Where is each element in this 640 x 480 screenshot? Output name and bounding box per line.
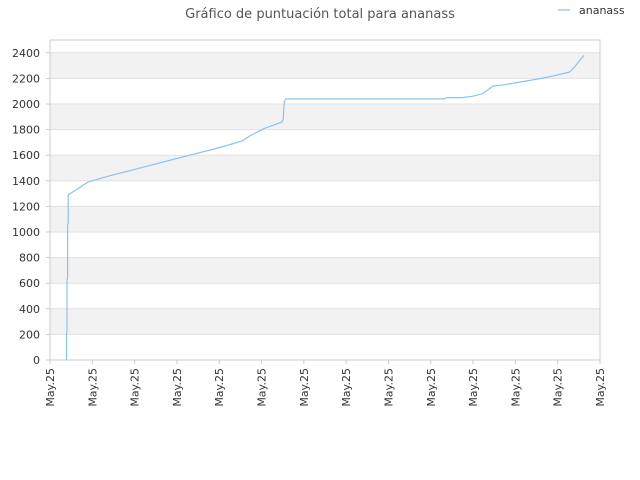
y-tick-label: 1200: [12, 200, 40, 213]
x-tick-label: May.25: [340, 368, 353, 407]
legend-label-ananass: ananass: [579, 4, 625, 17]
x-tick-label: May.25: [298, 368, 311, 407]
x-tick-label: May.25: [256, 368, 269, 407]
y-tick-label: 600: [19, 277, 40, 290]
x-tick-label: May.25: [594, 368, 607, 407]
grid-band: [50, 257, 600, 284]
plot-frame: [49, 39, 601, 361]
grid-band: [50, 104, 600, 130]
grid-band: [50, 308, 600, 335]
x-tick-label: May.25: [213, 368, 226, 407]
series-line-ananass: [65, 55, 585, 360]
y-tick-label: 1800: [12, 124, 40, 137]
x-tick-label: May.25: [467, 368, 480, 407]
y-tick-label: 400: [19, 303, 40, 316]
series-layer: [65, 55, 585, 360]
y-axis-ticks: 0 200 400 600 800 1000 1200 1400 1600 1800 2000 220…: [12, 47, 50, 367]
x-tick-label: May.25: [171, 368, 184, 407]
x-tick-label: May.25: [425, 368, 438, 407]
y-tick-label: 0: [33, 354, 40, 367]
grid-band: [50, 155, 600, 181]
y-tick-label: 1600: [12, 149, 40, 162]
y-tick-label: 2000: [12, 98, 40, 111]
grid-band: [50, 206, 600, 232]
x-tick-label: May.25: [382, 368, 395, 407]
y-tick-label: 200: [19, 328, 40, 341]
x-tick-label: May.25: [552, 368, 565, 407]
x-tick-label: May.25: [44, 368, 57, 407]
y-tick-label: 1400: [12, 175, 40, 188]
x-axis-ticks: May.25 May.25 May.25 May.25 May.25 May.25 May.…: [44, 360, 607, 407]
chart-title: Gráfico de puntuación total para ananass: [185, 7, 455, 22]
legend[interactable]: ananass: [558, 4, 625, 17]
plot-bands: [50, 52, 600, 335]
grid-band: [50, 52, 600, 79]
gridlines: [50, 52, 600, 361]
y-tick-label: 1000: [12, 226, 40, 239]
x-tick-label: May.25: [129, 368, 142, 407]
x-tick-label: May.25: [509, 368, 522, 407]
y-tick-label: 800: [19, 252, 40, 265]
y-tick-label: 2200: [12, 72, 40, 85]
x-tick-label: May.25: [86, 368, 99, 407]
y-tick-label: 2400: [12, 47, 40, 60]
